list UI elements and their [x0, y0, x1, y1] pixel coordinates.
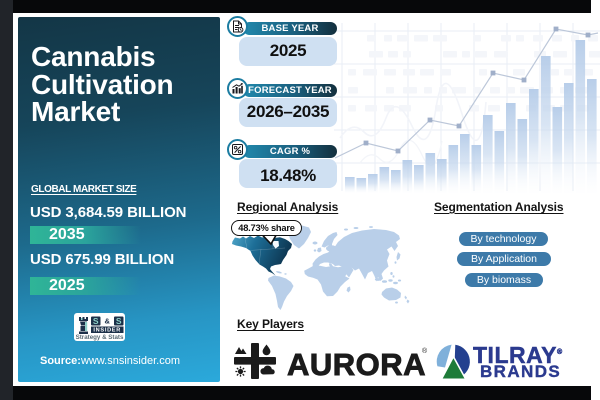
svg-text:Strategy & Stats: Strategy & Stats	[76, 334, 124, 341]
svg-text:S: S	[116, 316, 122, 326]
svg-text:S: S	[93, 316, 99, 326]
svg-text:&: &	[104, 317, 110, 326]
svg-text:INSIDER: INSIDER	[93, 328, 121, 334]
